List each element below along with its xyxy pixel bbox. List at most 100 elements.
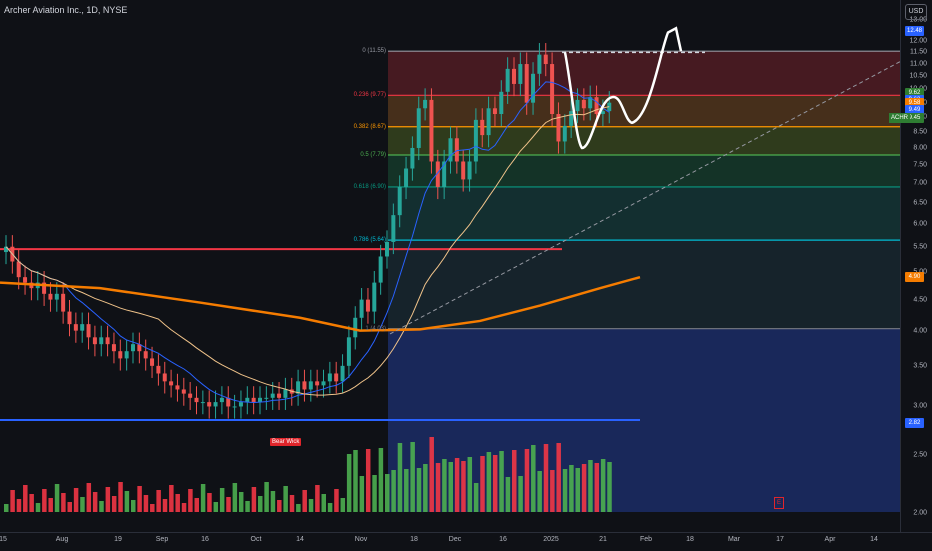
candle-body	[391, 215, 396, 242]
candle-body	[492, 108, 497, 115]
price-tick-label: 6.00	[913, 220, 927, 228]
volume-bar	[524, 449, 530, 512]
price-tick-label: 7.00	[913, 179, 927, 187]
price-tick-label: 4.00	[913, 327, 927, 335]
volume-bar	[505, 477, 511, 512]
candle-body	[181, 389, 186, 394]
currency-button[interactable]: USD	[905, 4, 927, 20]
candle-body	[359, 299, 364, 318]
volume-bar	[594, 463, 600, 512]
candle-body	[524, 64, 529, 103]
time-tick-label: 16	[499, 536, 507, 543]
chart-title: Archer Aviation Inc., 1D, NYSE	[4, 5, 128, 15]
volume-bar	[346, 454, 352, 512]
candle-body	[156, 365, 161, 374]
price-tick-label: 2.50	[913, 451, 927, 459]
volume-bar	[86, 483, 92, 512]
candle-body	[219, 397, 224, 403]
fib-zone	[388, 186, 900, 241]
time-tick-label: 2025	[543, 536, 559, 543]
time-tick-label: 18	[410, 536, 418, 543]
price-tick-label: 2.00	[913, 509, 927, 517]
volume-bar	[429, 437, 434, 512]
time-tick-label: 17	[776, 536, 784, 543]
candle-body	[315, 381, 320, 386]
volume-bar	[492, 455, 498, 512]
price-chart-svg[interactable]	[0, 0, 901, 532]
volume-bar	[10, 490, 15, 512]
candle-body	[150, 358, 155, 366]
volume-bar	[385, 474, 390, 512]
chart-area[interactable]: Archer Aviation Inc., 1D, NYSE Bear Wick…	[0, 0, 901, 532]
volume-bar	[137, 486, 142, 512]
price-tick-label: 7.50	[913, 161, 927, 169]
candle-body	[137, 344, 142, 352]
volume-bar	[264, 482, 269, 512]
time-axis[interactable]: 15 Aug 19 Sep 16 Oct 14 Nov 18 Dec 16 2025 21 Feb 18 Ma…	[0, 532, 932, 551]
time-tick-label: Feb	[639, 536, 653, 543]
time-tick-label: 19	[114, 536, 122, 543]
time-tick-label: Mar	[727, 536, 741, 543]
candle-body	[131, 344, 135, 352]
volume-bar	[181, 503, 187, 512]
volume-bar	[607, 462, 612, 512]
price-axis[interactable]: 13.0012.0011.5011.0010.5010.009.509.008.…	[900, 0, 932, 532]
volume-bar	[334, 489, 339, 512]
candle-body	[575, 99, 580, 112]
candle-body	[194, 397, 199, 403]
price-tag: 9.45	[905, 112, 924, 123]
fib-level-label: 0 (11.55)	[362, 48, 386, 55]
price-tag: 9.62	[905, 87, 924, 98]
long-ma-line	[0, 275, 641, 332]
volume-bar	[372, 475, 377, 512]
candle-body	[461, 161, 466, 180]
volume-bar	[404, 469, 409, 512]
candle-body	[473, 119, 478, 162]
candle-body	[308, 381, 313, 390]
candle-body	[365, 299, 370, 312]
volume-bar	[531, 445, 536, 512]
volume-bar	[600, 459, 606, 512]
candle-body	[372, 282, 377, 312]
candle-body	[410, 147, 415, 169]
earnings-marker[interactable]: E	[774, 497, 784, 509]
candle-body	[448, 138, 453, 162]
volume-bar	[359, 476, 365, 512]
candle-body	[54, 293, 59, 300]
candle-body	[486, 108, 491, 136]
candle-body	[581, 99, 586, 109]
price-tag: 4.90	[905, 272, 924, 283]
candle-body	[378, 256, 383, 283]
volume-bar	[23, 485, 28, 512]
candle-body	[562, 125, 567, 142]
hand-drawn-projection	[563, 26, 683, 150]
candle-body	[251, 397, 256, 403]
candle-body	[16, 261, 21, 278]
time-tick-label: Nov	[354, 536, 368, 543]
fib-zone	[388, 240, 900, 329]
volume-bar	[581, 464, 587, 512]
volume-bar	[512, 450, 517, 512]
time-tick-label: Sep	[155, 536, 169, 543]
volume-bar	[550, 470, 555, 512]
volume-bar	[308, 499, 314, 512]
volume-bar	[365, 449, 371, 512]
fib-level-label: 0.5 (7.79)	[360, 151, 386, 158]
fib-zone	[388, 154, 900, 187]
candle-body	[188, 393, 193, 398]
volume-bar	[410, 442, 415, 512]
candle-body	[143, 351, 148, 359]
volume-bar	[143, 495, 149, 512]
volume-bar	[232, 483, 238, 512]
candle-body	[162, 373, 167, 382]
volume-bar	[213, 502, 219, 512]
price-tick-label: 8.00	[913, 144, 927, 152]
candle-body	[454, 138, 459, 162]
volume-bar	[16, 499, 22, 512]
candle-body	[92, 337, 97, 345]
volume-bar	[480, 456, 485, 512]
fib-level-label: 1 (4.03)	[365, 325, 386, 332]
time-tick-label: 15	[0, 536, 7, 543]
candle-body	[48, 293, 53, 300]
volume-bar	[61, 493, 66, 512]
